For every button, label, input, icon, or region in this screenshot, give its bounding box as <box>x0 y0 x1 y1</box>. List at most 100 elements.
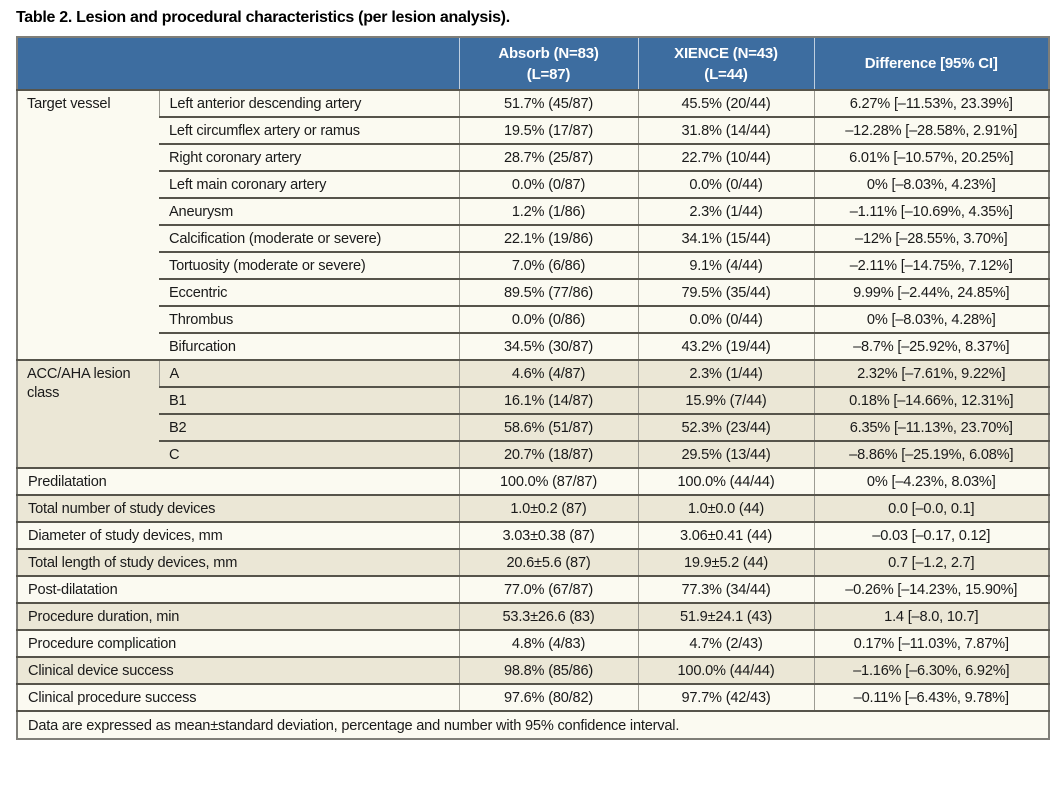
row-label-cell: B1 <box>159 386 459 414</box>
table-row: Target vessel Left anterior descending ar… <box>17 89 1049 360</box>
absorb-value-cell: 1.2% (1/86) <box>458 197 638 225</box>
row-label-cell: Clinical device success <box>17 656 459 684</box>
row-label-cell: A <box>158 359 459 387</box>
row-label-cell: C <box>159 440 459 468</box>
row-label-cell: Tortuosity (moderate or severe) <box>159 251 459 279</box>
group-label-cell: Target vessel <box>17 89 159 360</box>
row-label-cell: Clinical procedure success <box>17 683 459 711</box>
difference-value-cell: –2.11% [–14.75%, 7.12%] <box>813 251 1049 279</box>
absorb-value-cell: 89.5% (77/86) <box>458 278 638 306</box>
absorb-value-cell: 7.0% (6/86) <box>458 251 638 279</box>
absorb-value-cell: 34.5% (30/87) <box>458 332 638 360</box>
xience-value-cell: 43.2% (19/44) <box>637 332 814 360</box>
xience-value-cell: 4.7% (2/43) <box>637 629 814 657</box>
table-row: Total length of study devices, mm 20.6±5.… <box>17 548 1049 576</box>
table-row: Calcification (moderate or severe) 22.1% … <box>17 224 1049 252</box>
xience-value-cell: 0.0% (0/44) <box>637 305 814 333</box>
column-header-empty <box>17 37 459 90</box>
table-row: Left main coronary artery 0.0% (0/87) 0.0%… <box>17 170 1049 198</box>
row-label-cell: Bifurcation <box>159 332 459 360</box>
table-row: Left circumflex artery or ramus 19.5% (17… <box>17 116 1049 144</box>
absorb-value-cell: 20.6±5.6 (87) <box>458 548 638 576</box>
xience-value-cell: 100.0% (44/44) <box>637 467 814 495</box>
table-row: Thrombus 0.0% (0/86) 0.0% (0/44) 0% [–8.03%… <box>17 305 1049 333</box>
xience-header-line2: (L=44) <box>704 65 748 83</box>
table-row: Procedure complication 4.8% (4/83) 4.7% (2… <box>17 629 1049 657</box>
xience-value-cell: 2.3% (1/44) <box>637 197 814 225</box>
difference-value-cell: 9.99% [–2.44%, 24.85%] <box>813 278 1049 306</box>
difference-value-cell: 0% [–8.03%, 4.23%] <box>813 170 1049 198</box>
absorb-value-cell: 19.5% (17/87) <box>458 116 638 144</box>
column-header-xience: XIENCE (N=43) (L=44) <box>637 37 814 90</box>
difference-value-cell: 6.27% [–11.53%, 23.39%] <box>813 89 1049 117</box>
xience-value-cell: 52.3% (23/44) <box>637 413 814 441</box>
xience-value-cell: 1.0±0.0 (44) <box>637 494 814 522</box>
difference-value-cell: 0.18% [–14.66%, 12.31%] <box>813 386 1049 414</box>
xience-value-cell: 45.5% (20/44) <box>637 89 814 117</box>
difference-value-cell: 6.01% [–10.57%, 20.25%] <box>813 143 1049 171</box>
row-label-cell: Total number of study devices <box>17 494 459 522</box>
table-row: Aneurysm 1.2% (1/86) 2.3% (1/44) –1.11% [–1… <box>17 197 1049 225</box>
page: Table 2. Lesion and procedural character… <box>16 9 1050 740</box>
row-label-cell: Diameter of study devices, mm <box>17 521 459 549</box>
xience-value-cell: 3.06±0.41 (44) <box>637 521 814 549</box>
difference-value-cell: –8.86% [–25.19%, 6.08%] <box>813 440 1049 468</box>
table-row: Clinical procedure success 97.6% (80/82) 9… <box>17 683 1049 711</box>
row-label-cell: Post-dilatation <box>17 575 459 603</box>
xience-value-cell: 31.8% (14/44) <box>637 116 814 144</box>
xience-value-cell: 9.1% (4/44) <box>637 251 814 279</box>
xience-value-cell: 77.3% (34/44) <box>637 575 814 603</box>
absorb-value-cell: 98.8% (85/86) <box>458 656 638 684</box>
row-label-cell: Thrombus <box>159 305 459 333</box>
absorb-value-cell: 20.7% (18/87) <box>458 440 638 468</box>
row-label-cell: B2 <box>159 413 459 441</box>
table-body: Target vessel Left anterior descending ar… <box>17 89 1049 711</box>
difference-value-cell: –0.11% [–6.43%, 9.78%] <box>813 683 1049 711</box>
xience-value-cell: 34.1% (15/44) <box>637 224 814 252</box>
table-row: Tortuosity (moderate or severe) 7.0% (6/8… <box>17 251 1049 279</box>
row-label-cell: Left main coronary artery <box>159 170 459 198</box>
xience-value-cell: 22.7% (10/44) <box>637 143 814 171</box>
table-row: B1 16.1% (14/87) 15.9% (7/44) 0.18% [–14.66… <box>17 386 1049 414</box>
difference-value-cell: –1.11% [–10.69%, 4.35%] <box>813 197 1049 225</box>
absorb-header-line2: (L=87) <box>526 65 571 83</box>
absorb-value-cell: 0.0% (0/87) <box>458 170 638 198</box>
absorb-value-cell: 58.6% (51/87) <box>458 413 638 441</box>
table-footer: Data are expressed as mean±standard devi… <box>17 710 1049 739</box>
difference-value-cell: 0.17% [–11.03%, 7.87%] <box>813 629 1049 657</box>
table-row: Clinical device success 98.8% (85/86) 100.… <box>17 656 1049 684</box>
xience-value-cell: 100.0% (44/44) <box>637 656 814 684</box>
difference-value-cell: –8.7% [–25.92%, 8.37%] <box>813 332 1049 360</box>
column-header-absorb: Absorb (N=83) (L=87) <box>458 37 638 90</box>
row-label-cell: Left circumflex artery or ramus <box>159 116 459 144</box>
xience-value-cell: 29.5% (13/44) <box>637 440 814 468</box>
xience-value-cell: 0.0% (0/44) <box>637 170 814 198</box>
difference-value-cell: 0% [–8.03%, 4.28%] <box>813 305 1049 333</box>
absorb-value-cell: 0.0% (0/86) <box>458 305 638 333</box>
footnote-row: Data are expressed as mean±standard devi… <box>17 710 1049 739</box>
difference-value-cell: 6.35% [–11.13%, 23.70%] <box>813 413 1049 441</box>
table-row: C 20.7% (18/87) 29.5% (13/44) –8.86% [–25.1… <box>17 440 1049 468</box>
row-label-cell: Procedure duration, min <box>17 602 459 630</box>
xience-header-line1: XIENCE (N=43) <box>674 44 778 62</box>
absorb-value-cell: 28.7% (25/87) <box>458 143 638 171</box>
absorb-header-line1: Absorb (N=83) <box>498 44 599 62</box>
group-label-cell: ACC/AHA lesion class <box>17 359 159 468</box>
absorb-value-cell: 97.6% (80/82) <box>458 683 638 711</box>
difference-value-cell: –12% [–28.55%, 3.70%] <box>813 224 1049 252</box>
difference-value-cell: 0% [–4.23%, 8.03%] <box>813 467 1049 495</box>
xience-value-cell: 15.9% (7/44) <box>637 386 814 414</box>
table-row: Diameter of study devices, mm 3.03±0.38 (… <box>17 521 1049 549</box>
difference-value-cell: 0.7 [–1.2, 2.7] <box>813 548 1049 576</box>
table-row: Right coronary artery 28.7% (25/87) 22.7% … <box>17 143 1049 171</box>
row-label-cell: Predilatation <box>17 467 459 495</box>
row-label-cell: Calcification (moderate or severe) <box>159 224 459 252</box>
absorb-value-cell: 100.0% (87/87) <box>458 467 638 495</box>
xience-value-cell: 97.7% (42/43) <box>637 683 814 711</box>
difference-value-cell: 0.0 [–0.0, 0.1] <box>813 494 1049 522</box>
table-row: Post-dilatation 77.0% (67/87) 77.3% (34/44… <box>17 575 1049 603</box>
xience-value-cell: 51.9±24.1 (43) <box>637 602 814 630</box>
table-row: Eccentric 89.5% (77/86) 79.5% (35/44) 9.99%… <box>17 278 1049 306</box>
footnote-cell: Data are expressed as mean±standard devi… <box>17 710 1049 739</box>
table-row: Procedure duration, min 53.3±26.6 (83) 51.… <box>17 602 1049 630</box>
